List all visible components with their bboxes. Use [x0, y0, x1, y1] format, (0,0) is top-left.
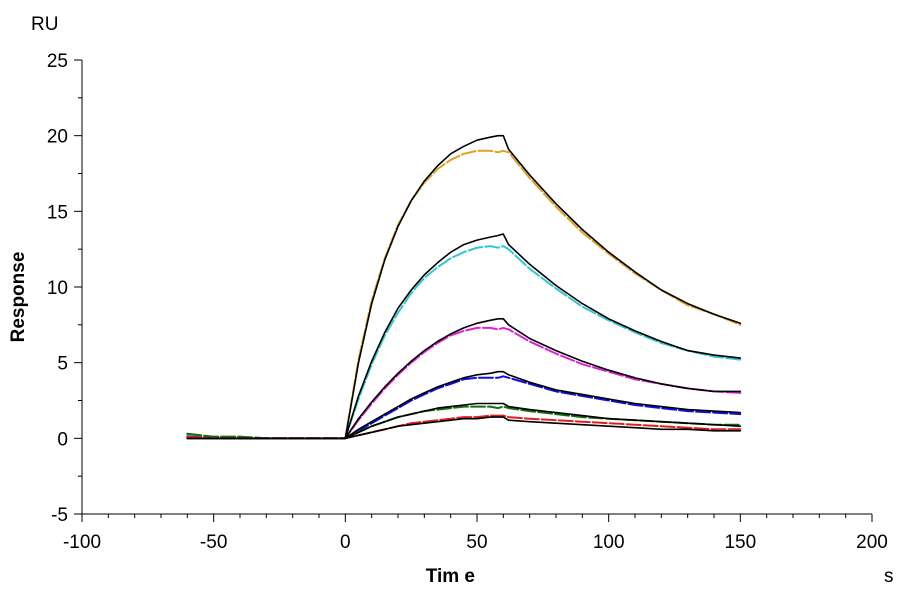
y-tick-label: 5	[57, 354, 68, 375]
series-group	[186, 134, 742, 440]
x-unit-label: s	[884, 566, 894, 587]
y-unit-label: RU	[31, 14, 58, 35]
y-axis-title: Response	[8, 252, 29, 343]
y-tick-label: 0	[57, 429, 68, 450]
x-tick-label: 0	[340, 532, 351, 553]
fit-curve	[186, 134, 742, 440]
y-tick-label: 20	[47, 127, 68, 148]
fit-curve	[186, 416, 742, 440]
fit-curve	[186, 402, 742, 440]
response-curve	[186, 405, 742, 440]
response-curve	[186, 149, 742, 440]
x-tick-label: 50	[466, 532, 487, 553]
response-curve	[186, 245, 742, 440]
x-tick-label: -50	[200, 532, 227, 553]
x-tick-label: 100	[593, 532, 625, 553]
y-tick-label: -5	[51, 505, 68, 526]
x-axis-ticks: -100 -50 0 50 100 150 200	[63, 514, 888, 553]
y-tick-label: 15	[47, 202, 68, 223]
x-tick-label: 150	[724, 532, 756, 553]
y-tick-label: 10	[47, 278, 68, 299]
y-tick-label: 25	[47, 51, 68, 72]
x-tick-label: 200	[856, 532, 888, 553]
y-axis-ticks: -5 0 5 10 15 20 25	[47, 51, 82, 526]
x-tick-label: -100	[63, 532, 101, 553]
x-axis-title: Tim e	[426, 566, 475, 587]
